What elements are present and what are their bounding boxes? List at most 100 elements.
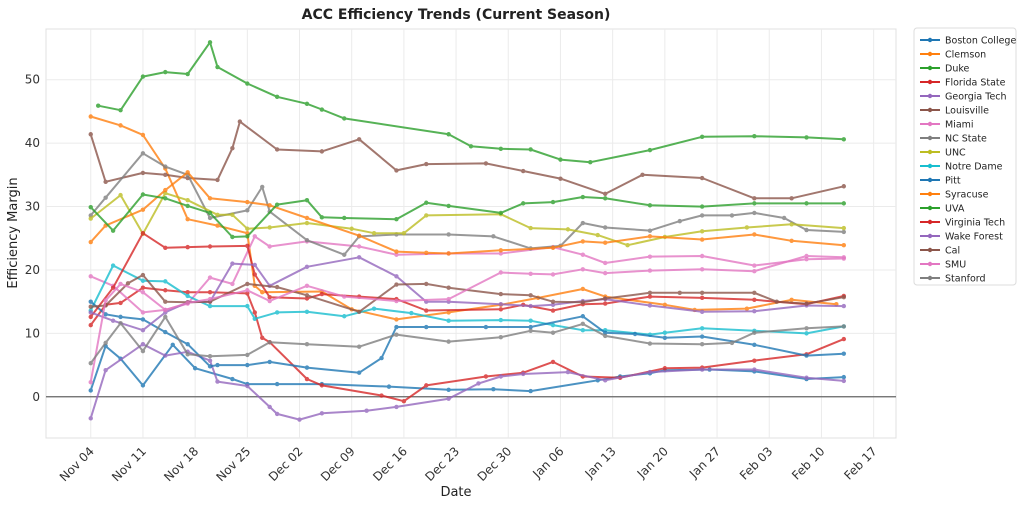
legend-label-uva: UVA [945,204,965,215]
series-louisville [88,119,847,201]
data-point-georgia-tech [699,367,705,372]
data-point-uva [699,204,705,209]
legend-label-stanford: Stanford [945,274,986,285]
data-point-duke [215,64,220,70]
data-point-pitt [140,317,146,322]
data-point-louisville [103,179,108,185]
data-point-stanford [88,360,93,366]
data-point-virginia-tech [185,244,190,250]
data-point-uva [446,203,451,209]
data-point-unc [699,229,705,234]
data-point-uva [752,201,757,206]
data-point-louisville [752,196,757,201]
data-point-uva [319,215,325,220]
data-point-florida-state [118,300,123,306]
data-point-notre-dame [550,322,556,328]
series-duke [95,40,847,165]
data-point-clemson [140,132,146,138]
y-tick-label: 30 [25,200,40,214]
data-point-uva [207,210,213,216]
data-point-cal [528,293,533,298]
data-point-miami [140,310,146,315]
data-point-smu [207,296,213,302]
legend-marker-smu [927,261,933,267]
data-point-duke [699,134,705,139]
series-georgia-tech [88,341,847,422]
data-point-cal [304,293,310,298]
data-point-duke [163,69,168,75]
data-point-notre-dame [304,309,310,315]
legend-label-pitt: Pitt [945,176,961,187]
data-point-wake-forest [110,318,116,323]
data-point-stanford [304,341,310,347]
data-point-cal [699,290,705,295]
data-point-pitt [394,324,399,330]
data-point-louisville [640,172,645,178]
data-point-unc [267,225,272,230]
data-point-louisville [319,149,325,154]
legend-label-smu: SMU [945,260,966,271]
data-point-cal [163,299,168,304]
x-tick-label: Dec 09 [318,444,358,484]
data-point-louisville [88,132,93,137]
data-point-miami [230,281,235,287]
data-point-pitt [841,351,847,356]
data-point-virginia-tech [110,285,116,290]
data-point-florida-state [252,310,257,315]
x-tick-label: Jan 06 [529,444,566,481]
data-point-wake-forest [356,255,362,260]
data-point-georgia-tech [476,381,481,386]
data-point-duke [446,132,451,137]
data-point-cal [498,291,504,297]
data-point-clemson [662,302,668,308]
data-point-boston-college [192,366,198,371]
data-point-uva [394,217,399,222]
data-point-cal [603,296,608,301]
data-point-smu [304,283,310,289]
data-point-stanford [118,321,123,326]
data-point-notre-dame [342,314,347,319]
data-point-nc-state [603,225,608,230]
data-point-duke [207,40,213,45]
data-point-boston-college [88,388,93,393]
data-point-virginia-tech [603,301,608,306]
data-point-pitt [424,324,429,330]
legend-label-notre-dame: Notre Dame [945,162,1003,173]
data-point-unc [595,232,600,238]
data-point-smu [498,270,504,275]
data-point-pitt [528,324,533,330]
data-point-boston-college [446,387,451,393]
data-point-smu [140,289,146,295]
chart-title: ACC Efficiency Trends (Current Season) [302,7,611,23]
data-point-uva [230,234,235,240]
legend-marker-clemson [927,51,933,57]
legend-marker-florida-state [927,79,933,85]
data-point-wake-forest [140,328,146,333]
data-point-syracuse [140,207,146,212]
x-tick-label: Nov 18 [161,444,201,484]
series-notre-dame [88,263,847,337]
data-point-pitt [207,364,213,369]
data-point-pitt [163,329,168,335]
data-point-florida-state [550,359,556,365]
y-tick-label: 20 [25,263,40,277]
data-point-cal [580,300,586,305]
data-point-smu [550,272,556,277]
data-point-miami [88,274,93,279]
legend-marker-boston-college [927,37,933,43]
data-point-cal [550,299,556,304]
data-point-louisville [230,146,235,151]
data-point-louisville [274,147,280,152]
data-point-florida-state [401,399,407,404]
data-point-georgia-tech [394,404,399,410]
data-point-cal [245,281,250,287]
data-point-unc [349,226,354,231]
data-point-wake-forest [647,303,653,308]
data-point-clemson [260,289,265,295]
data-point-duke [498,146,504,152]
series-line-unc [90,192,844,247]
data-point-pitt [662,335,668,341]
data-point-louisville [356,137,362,142]
data-point-georgia-tech [140,341,146,347]
data-point-georgia-tech [647,369,653,375]
